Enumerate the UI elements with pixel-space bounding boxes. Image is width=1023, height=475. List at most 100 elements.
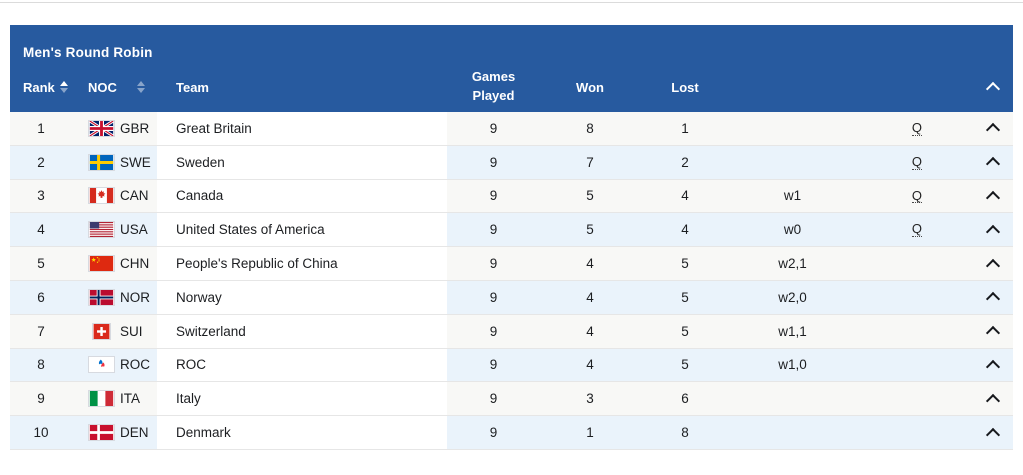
rank-value: 10 xyxy=(33,425,49,441)
table-row: 5 CHN People's Republic of China 9 4 5 w… xyxy=(10,247,1013,281)
chevron-up-icon xyxy=(985,292,1001,307)
chevron-up-icon xyxy=(985,81,1001,97)
rank-value: 9 xyxy=(37,391,45,407)
team-name: Norway xyxy=(176,289,222,305)
rank-column-label: Rank xyxy=(23,79,55,95)
flag-icon-swe xyxy=(88,153,115,171)
team-cell: Canada xyxy=(157,179,447,213)
lost-value: 4 xyxy=(681,188,689,204)
rank-cell: 5 xyxy=(10,247,72,280)
chevron-up-icon xyxy=(985,326,1001,341)
row-expand-button[interactable] xyxy=(985,322,1001,341)
lost-value: 5 xyxy=(681,357,689,373)
tiebreak-cell: w2,1 xyxy=(730,247,855,280)
flag-icon-ita xyxy=(88,390,115,408)
rank-cell: 1 xyxy=(10,112,72,145)
title-row: Men's Round Robin xyxy=(10,25,1013,62)
column-header-noc[interactable]: NOC xyxy=(72,62,157,112)
round-robin-standings-panel: Men's Round Robin Rank NOC Team xyxy=(10,25,1013,450)
rank-cell: 6 xyxy=(10,281,72,314)
team-column-label: Team xyxy=(176,79,209,95)
games-played-value: 9 xyxy=(489,357,498,373)
row-expand-button[interactable] xyxy=(985,119,1001,138)
games-played-cell: 9 xyxy=(447,315,540,348)
sort-desc-triangle-icon xyxy=(60,88,68,94)
rank-cell: 7 xyxy=(10,315,72,348)
won-cell: 8 xyxy=(540,112,640,145)
noc-code: GBR xyxy=(120,120,150,136)
qualified-marker: Q xyxy=(911,153,922,170)
won-cell: 5 xyxy=(540,213,640,246)
table-row: 8 ROC ROC 9 4 5 w1,0 xyxy=(10,348,1013,383)
noc-cell: GBR xyxy=(72,112,157,145)
noc-code: CAN xyxy=(120,188,149,204)
tiebreak-cell: w1,0 xyxy=(730,349,855,382)
tiebreak-cell xyxy=(730,112,855,145)
chevron-up-icon xyxy=(985,258,1001,273)
table-row: 3 CAN Canada 9 5 4 w1 Q xyxy=(10,179,1013,214)
row-expand-button[interactable] xyxy=(985,187,1001,206)
rank-value: 4 xyxy=(37,222,45,238)
flag-icon-chn xyxy=(88,255,115,273)
lost-value: 4 xyxy=(681,222,689,238)
lost-value: 6 xyxy=(681,391,689,407)
column-header-lost: Lost xyxy=(640,62,730,112)
flag-icon-sui xyxy=(88,322,115,340)
sort-asc-triangle-icon xyxy=(60,80,68,86)
lost-cell: 5 xyxy=(640,281,730,314)
row-expand-button[interactable] xyxy=(985,424,1001,442)
collapse-section-button[interactable] xyxy=(985,78,1001,97)
lost-value: 8 xyxy=(681,425,689,441)
tiebreak-cell xyxy=(730,416,855,449)
team-name: People's Republic of China xyxy=(176,256,338,272)
standings-rows: 1 GBR Great Britain 9 8 1 Q xyxy=(10,112,1013,450)
noc-column-label: NOC xyxy=(88,79,117,95)
games-played-cell: 9 xyxy=(447,349,540,382)
team-cell: Denmark xyxy=(157,416,447,449)
row-expand-cell xyxy=(970,349,1013,382)
team-name: Italy xyxy=(176,391,201,407)
column-header-tiebreak xyxy=(730,62,855,112)
flag-icon-usa xyxy=(88,221,115,239)
tiebreak-value: w2,1 xyxy=(778,256,807,272)
row-expand-button[interactable] xyxy=(985,390,1001,408)
games-played-value: 9 xyxy=(489,120,498,136)
rank-cell: 8 xyxy=(10,349,72,382)
qualified-marker: Q xyxy=(911,187,922,204)
qualified-cell xyxy=(855,281,970,314)
won-value: 7 xyxy=(586,154,594,170)
lost-cell: 6 xyxy=(640,382,730,415)
table-row: 7 SUI Switzerland 9 4 5 w1,1 xyxy=(10,314,1013,349)
team-cell: United States of America xyxy=(157,213,447,247)
tiebreak-cell: w1,1 xyxy=(730,315,855,348)
row-expand-button[interactable] xyxy=(985,288,1001,307)
row-expand-button[interactable] xyxy=(985,255,1001,273)
row-expand-button[interactable] xyxy=(985,356,1001,375)
team-cell: Great Britain xyxy=(157,112,447,145)
flag-icon-can xyxy=(88,187,115,205)
row-expand-button[interactable] xyxy=(985,221,1001,239)
sort-desc-triangle-icon xyxy=(137,88,145,94)
rank-value: 3 xyxy=(37,188,45,204)
tiebreak-value: w1,1 xyxy=(778,323,807,339)
noc-sort-icon[interactable] xyxy=(137,80,145,94)
row-expand-cell xyxy=(970,146,1013,179)
rank-value: 8 xyxy=(37,357,45,373)
qualified-cell: Q xyxy=(855,112,970,145)
tiebreak-cell: w1 xyxy=(730,180,855,213)
standings-header: Men's Round Robin Rank NOC Team xyxy=(10,25,1013,112)
noc-cell: USA xyxy=(72,213,157,246)
games-played-value: 9 xyxy=(489,289,498,305)
column-header-qualified xyxy=(855,62,970,112)
chevron-up-icon xyxy=(985,359,1001,375)
lost-cell: 4 xyxy=(640,180,730,213)
row-expand-button[interactable] xyxy=(985,153,1001,172)
lost-value: 5 xyxy=(681,256,689,272)
panel-title: Men's Round Robin xyxy=(23,45,153,60)
column-header-rank[interactable]: Rank xyxy=(10,62,72,112)
won-cell: 1 xyxy=(540,416,640,449)
qualified-cell xyxy=(855,315,970,348)
flag-icon-roc xyxy=(88,356,115,374)
noc-code: ITA xyxy=(120,391,140,407)
rank-sort-icon[interactable] xyxy=(60,80,68,94)
